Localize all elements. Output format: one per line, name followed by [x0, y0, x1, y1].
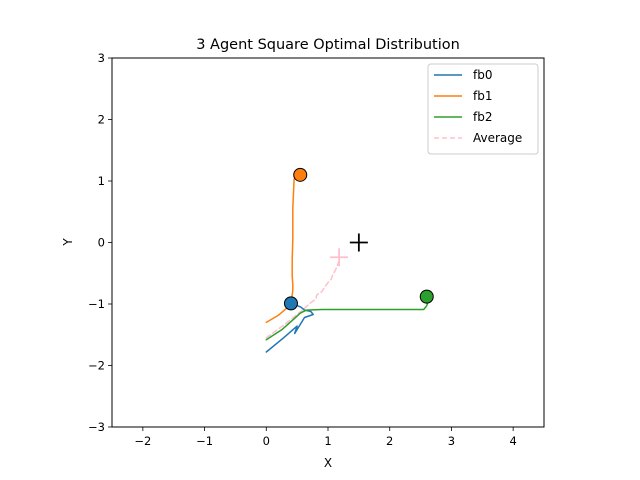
x-tick-label: 4	[509, 434, 516, 448]
y-tick-label: −1	[88, 297, 105, 311]
legend-box	[427, 63, 539, 155]
series-line-average	[265, 257, 342, 339]
end-point-marker-0	[283, 296, 298, 311]
series-line-fb0	[265, 302, 314, 353]
plus-marker-1	[330, 248, 349, 267]
x-tick-label: −2	[134, 434, 151, 448]
y-tick-label: 3	[98, 51, 105, 65]
y-axis-label: Y	[61, 238, 75, 247]
end-point-marker-2	[419, 289, 434, 304]
series-line-fb1	[265, 174, 300, 324]
axes-frame	[111, 57, 545, 428]
y-tick-label: 2	[98, 113, 105, 127]
legend-label-average: Average	[473, 131, 522, 145]
legend-label-fb2: fb2	[473, 110, 492, 124]
y-tick-label: 1	[98, 174, 105, 188]
y-tick-label: −3	[88, 420, 105, 434]
legend: fb0 fb1 fb2 Average	[427, 63, 539, 155]
x-axis-label: X	[324, 456, 332, 470]
axis-ticks: −2 −1 0 1 2 3 4 −3 −2 −1 0 1 2 3	[88, 51, 517, 448]
x-tick-label: 3	[448, 434, 455, 448]
x-tick-label: −1	[196, 434, 213, 448]
plot-area	[265, 167, 434, 353]
plus-marker-0	[349, 233, 368, 252]
chart-title: 3 Agent Square Optimal Distribution	[196, 37, 460, 53]
legend-label-fb0: fb0	[473, 68, 492, 82]
y-tick-label: −2	[88, 359, 105, 373]
x-tick-label: 0	[263, 434, 270, 448]
series-line-fb2	[265, 296, 429, 341]
legend-label-fb1: fb1	[473, 89, 492, 103]
y-tick-label: 0	[98, 236, 105, 250]
x-tick-label: 1	[324, 434, 331, 448]
end-point-marker-1	[293, 167, 308, 182]
x-tick-label: 2	[386, 434, 393, 448]
